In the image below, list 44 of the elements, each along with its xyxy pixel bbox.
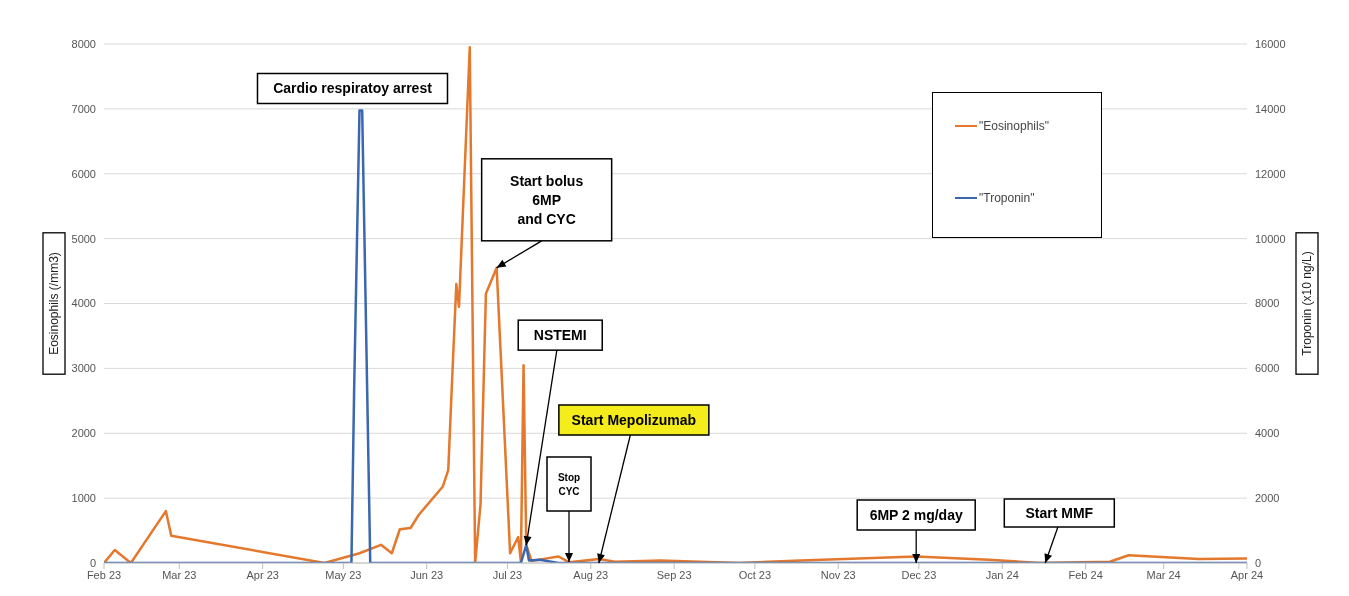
y2-tick-label: 16000 (1255, 37, 1286, 50)
y2-axis-title: Troponin (x10 ng/L) (1300, 251, 1314, 356)
y2-tick-label: 6000 (1255, 362, 1280, 375)
y-tick-label: 8000 (71, 37, 96, 50)
annotation: Stop CYC (557, 471, 581, 497)
y2-tick-label: 14000 (1255, 102, 1286, 115)
x-tick-label: Oct 23 (738, 568, 772, 581)
x-tick-label: Dec 23 (901, 568, 937, 581)
x-tick-label: Apr 24 (1230, 568, 1264, 581)
x-tick-label: Mar 23 (162, 568, 197, 581)
annotation: Start bolus 6MP and CYC (510, 172, 584, 227)
x-tick-label: May 23 (325, 568, 362, 581)
annotation: Cardio respiratoy arrest (273, 80, 433, 97)
y-tick-label: 6000 (71, 167, 96, 180)
legend-label: "Troponin" (979, 191, 1035, 205)
x-tick-label: Nov 23 (820, 568, 856, 581)
y2-tick-label: 10000 (1255, 232, 1286, 245)
y2-tick-label: 4000 (1255, 427, 1280, 440)
y-tick-label: 3000 (71, 362, 96, 375)
y-tick-label: 2000 (71, 427, 96, 440)
x-tick-label: Jun 23 (410, 568, 444, 581)
y-tick-label: 4000 (71, 297, 96, 310)
annotation: Start Mepolizumab (571, 412, 697, 428)
annotation: NSTEMI (533, 327, 587, 344)
x-tick-label: Feb 24 (1068, 568, 1103, 581)
y2-tick-label: 2000 (1255, 492, 1280, 505)
x-tick-label: Mar 24 (1146, 568, 1181, 581)
y-tick-label: 1000 (71, 492, 96, 505)
x-tick-label: Feb 23 (86, 568, 122, 581)
y2-tick-label: 8000 (1255, 297, 1280, 310)
legend-label: "Eosinophils" (979, 119, 1049, 133)
x-tick-label: Apr 23 (246, 568, 279, 581)
y2-tick-label: 0 (1255, 556, 1262, 569)
y2-tick-label: 12000 (1255, 167, 1286, 180)
y-tick-label: 7000 (71, 102, 96, 115)
x-tick-label: Sep 23 (656, 568, 692, 581)
y-axis-title: Eosinophils (/mm3) (47, 252, 61, 355)
y-tick-label: 5000 (71, 232, 96, 245)
x-tick-label: Aug 23 (573, 568, 609, 581)
annotation: Start MMF (1025, 505, 1094, 521)
x-tick-label: Jul 23 (492, 568, 523, 581)
y-tick-label: 0 (89, 556, 96, 569)
annotation: 6MP 2 mg/day (869, 507, 963, 523)
x-tick-label: Jan 24 (985, 568, 1019, 581)
